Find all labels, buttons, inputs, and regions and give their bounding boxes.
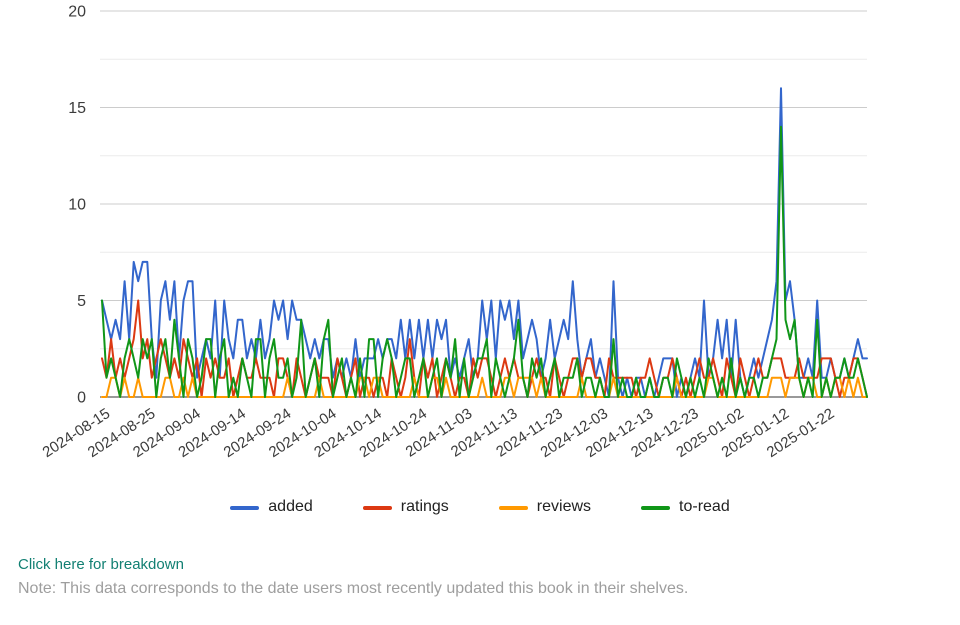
y-tick-label: 0 — [77, 390, 86, 407]
legend-label-ratings: ratings — [400, 498, 449, 515]
legend-item-to-read: to-read — [641, 499, 730, 517]
y-axis-labels: 0 5 10 15 20 — [68, 4, 86, 407]
x-axis-labels: 2024-08-152024-08-252024-09-042024-09-14… — [40, 405, 838, 461]
legend-item-ratings: ratings — [362, 498, 449, 517]
ratings-line-swatch — [362, 506, 392, 510]
series-line-ratings — [101, 299, 868, 398]
major-gridlines — [100, 10, 867, 398]
legend-label-to-read: to-read — [679, 498, 730, 515]
y-tick-label: 10 — [68, 197, 86, 214]
series-line-to-read — [101, 125, 868, 398]
breakdown-link[interactable]: Click here for breakdown — [18, 556, 184, 573]
legend-item-reviews: reviews — [498, 498, 592, 517]
y-tick-label: 15 — [68, 100, 86, 117]
legend-label-reviews: reviews — [536, 498, 592, 515]
reviews-line-swatch — [498, 506, 528, 510]
added-line-swatch — [230, 506, 260, 510]
legend-item-added: added — [230, 499, 313, 517]
shelf-activity-chart: 0 5 10 15 20 2024-08-15 2024-08-25 2024-09-04 20… — [40, 4, 868, 461]
y-tick-label: 20 — [68, 4, 86, 21]
y-tick-label: 5 — [77, 293, 86, 310]
chart-canvas: 0 5 10 15 20 2024-08-152024-08-252024-09-0420… — [40, 4, 868, 461]
chart-legend: added ratings reviews to-read — [0, 499, 960, 517]
legend-label-added: added — [268, 498, 313, 515]
to-read-line-swatch — [641, 506, 671, 510]
shelves-note: Note: This data corresponds to the date … — [18, 580, 689, 597]
